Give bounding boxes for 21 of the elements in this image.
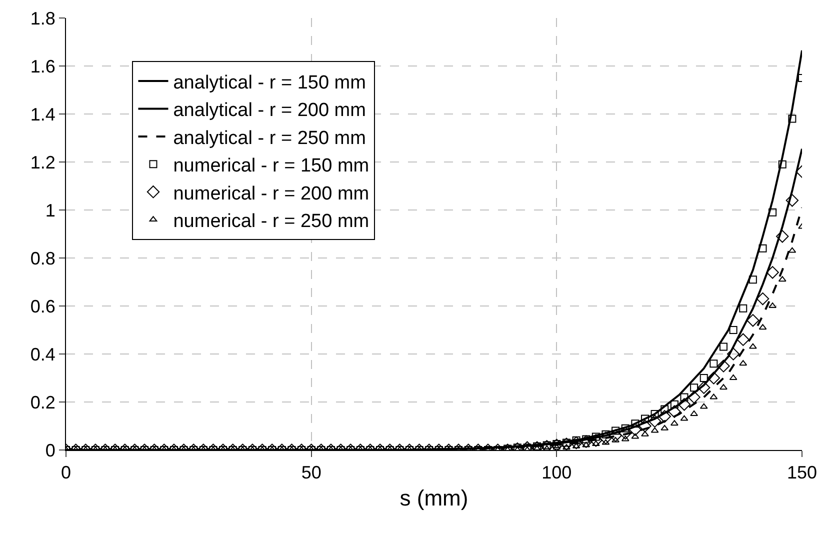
x-tick-label: 150 <box>786 462 818 483</box>
x-tick-label: 100 <box>542 462 572 483</box>
legend-label: analytical - r = 150 mm <box>173 72 366 94</box>
y-tick-label: 1.8 <box>30 8 56 28</box>
y-tick-label: 0.4 <box>30 344 56 364</box>
y-tick-label: 0.6 <box>30 296 56 316</box>
y-tick-label: 1 <box>45 200 56 220</box>
x-axis-title: s (mm) <box>400 486 468 510</box>
legend-label: numerical - r = 200 mm <box>173 183 370 204</box>
x-tick-label: 0 <box>60 462 72 483</box>
legend-label: analytical - r = 250 mm <box>173 128 366 149</box>
y-tick-label: 1.4 <box>30 104 56 124</box>
y-tick-label: 1.2 <box>30 152 56 172</box>
legend-label: numerical - r = 250 mm <box>173 210 370 232</box>
y-tick-label: 0 <box>45 440 56 460</box>
y-tick-label: 0.8 <box>30 248 56 268</box>
x-tick-label: 50 <box>301 462 322 483</box>
y-tick-label: 1.6 <box>30 56 56 76</box>
legend-label: numerical - r = 150 mm <box>173 156 370 177</box>
y-tick-label: 0.2 <box>30 392 56 412</box>
legend-label: analytical - r = 200 mm <box>173 100 366 122</box>
